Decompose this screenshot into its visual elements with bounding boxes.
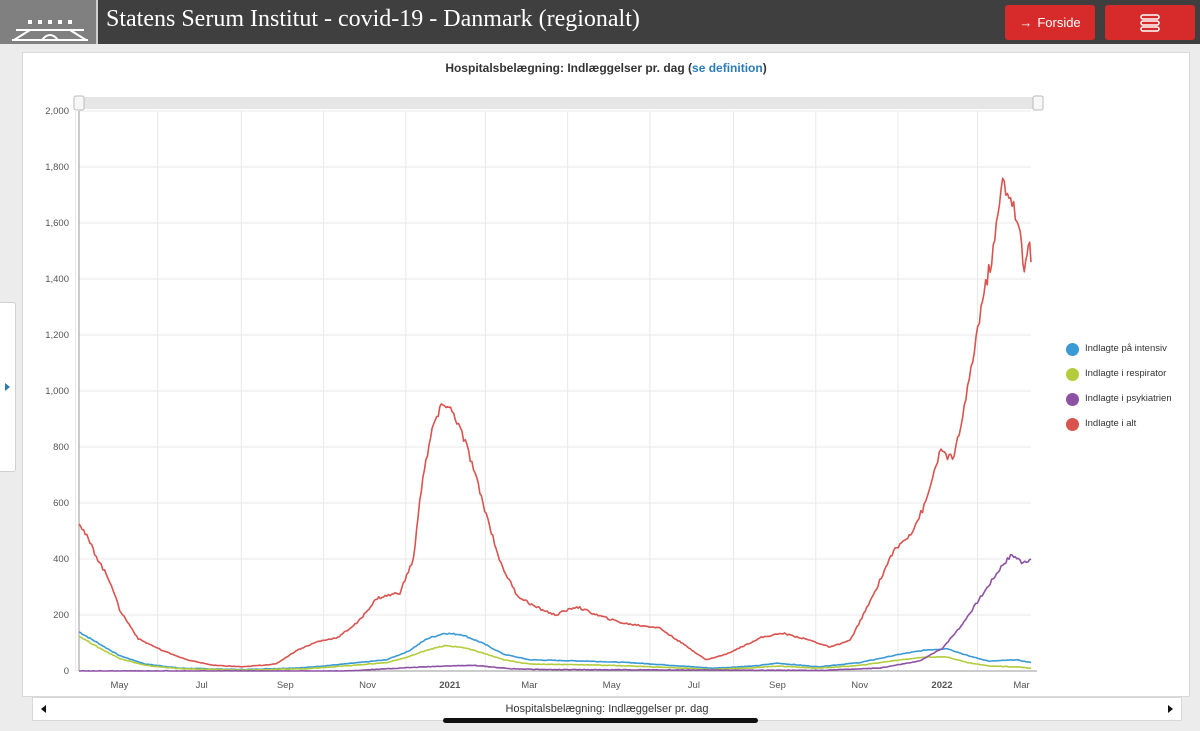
home-indicator <box>443 718 758 723</box>
legend-swatch-intensiv <box>1066 343 1079 356</box>
app-header: Statens Serum Institut - covid-19 - Danm… <box>0 0 1200 44</box>
range-handle-right <box>1032 95 1044 111</box>
x-tick-label: May <box>603 680 621 691</box>
series-line-1 <box>78 635 1032 671</box>
current-chart-label: Hospitalsbelægning: Indlæggelser pr. dag <box>505 703 709 715</box>
y-tick-label: 0 <box>64 666 69 677</box>
legend-swatch-respirator <box>1066 368 1079 381</box>
app-title: Statens Serum Institut - covid-19 - Danm… <box>106 6 640 32</box>
range-handle-left <box>73 95 85 111</box>
forside-button[interactable]: → Forside <box>1005 5 1095 40</box>
legend-item-i-alt[interactable]: Indlagte i alt <box>1066 418 1186 431</box>
legend-label-i-alt: Indlagte i alt <box>1085 418 1137 429</box>
menu-button[interactable] <box>1105 5 1195 40</box>
building-logo-icon <box>12 20 88 41</box>
chart-title: Hospitalsbelægning: Indlæggelser pr. dag… <box>23 61 1189 75</box>
y-tick-label: 400 <box>53 554 69 565</box>
forside-button-label: Forside <box>1037 15 1081 30</box>
legend-item-respirator[interactable]: Indlagte i respirator <box>1066 368 1186 381</box>
series-line-2 <box>79 553 1032 672</box>
legend-label-intensiv: Indlagte på intensiv <box>1085 343 1167 354</box>
x-tick-label: Sep <box>769 680 786 691</box>
x-tick-label: May <box>110 680 128 691</box>
x-tick-label: 2022 <box>931 680 952 691</box>
definition-link[interactable]: se definition <box>692 61 763 75</box>
legend-item-intensiv[interactable]: Indlagte på intensiv <box>1066 343 1186 356</box>
x-tick-label: Jul <box>196 680 208 691</box>
y-tick-label: 200 <box>53 610 69 621</box>
y-tick-label: 600 <box>53 498 69 509</box>
legend-swatch-psykiatrien <box>1066 393 1079 406</box>
x-tick-label: Nov <box>359 680 376 691</box>
legend-label-respirator: Indlagte i respirator <box>1085 368 1167 379</box>
x-tick-label: Nov <box>851 680 868 691</box>
y-tick-label: 1,000 <box>45 386 69 397</box>
chart-card: Hospitalsbelægning: Indlæggelser pr. dag… <box>22 52 1190 697</box>
y-tick-label: 800 <box>53 442 69 453</box>
range-scroller-track <box>79 97 1037 109</box>
chart-title-text: Hospitalsbelægning: Indlæggelser pr. dag… <box>445 61 693 75</box>
y-tick-label: 1,600 <box>45 218 69 229</box>
chart-title-end: ) <box>762 61 767 75</box>
side-panel-toggle[interactable] <box>0 302 16 472</box>
legend-label-psykiatrien: Indlagte i psykiatrien <box>1085 393 1172 404</box>
y-tick-label: 1,800 <box>45 162 69 173</box>
y-tick-label: 1,400 <box>45 274 69 285</box>
x-tick-label: Mar <box>521 680 537 691</box>
y-tick-label: 2,000 <box>45 106 69 117</box>
chart-legend: Indlagte på intensiv Indlagte i respirat… <box>1066 343 1186 443</box>
hamburger-icon <box>1140 13 1160 32</box>
y-tick-label: 1,200 <box>45 330 69 341</box>
x-tick-label: Jul <box>688 680 700 691</box>
next-chart-icon[interactable] <box>1168 705 1173 713</box>
previous-chart-icon[interactable] <box>41 705 46 713</box>
x-tick-label: Mar <box>1013 680 1029 691</box>
line-chart: 0 200 400 600 800 1,000 1,200 1,400 1,600 1,800 2,… <box>45 95 1044 691</box>
chevron-right-icon <box>5 383 10 391</box>
ssi-logo[interactable] <box>0 0 98 44</box>
x-tick-label: Sep <box>277 680 294 691</box>
series-line-3 <box>78 177 1032 668</box>
x-tick-label: 2021 <box>439 680 461 691</box>
legend-swatch-i-alt <box>1066 418 1079 431</box>
legend-item-psykiatrien[interactable]: Indlagte i psykiatrien <box>1066 393 1186 406</box>
arrow-right-icon: → <box>1019 15 1033 30</box>
